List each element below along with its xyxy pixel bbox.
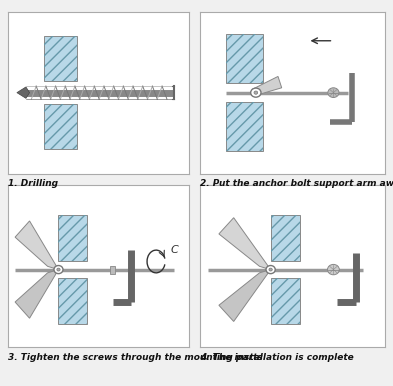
Polygon shape [17,87,29,98]
Bar [226,102,263,151]
Polygon shape [15,269,59,318]
Circle shape [254,91,258,94]
Text: 1. Drilling: 1. Drilling [8,179,58,188]
Polygon shape [252,76,282,94]
Text: 3. Tighten the screws through the mounting parts: 3. Tighten the screws through the mounti… [8,353,263,362]
Bar [226,102,263,151]
Circle shape [266,266,275,274]
Circle shape [269,268,272,271]
Circle shape [54,266,63,274]
Bar [59,279,87,324]
Bar [59,215,87,261]
Circle shape [327,264,339,275]
Bar [44,104,77,149]
Bar [271,215,300,261]
Bar [271,279,300,324]
Bar [271,279,300,324]
Polygon shape [219,269,271,322]
Circle shape [328,88,339,98]
Bar [226,34,263,83]
Bar [226,34,263,83]
Polygon shape [219,218,271,269]
Text: 2. Put the anchor bolt support arm away: 2. Put the anchor bolt support arm away [200,179,393,188]
Bar [271,215,300,261]
Bar [44,36,77,81]
Circle shape [251,88,261,97]
Text: 4. The installation is complete: 4. The installation is complete [200,353,354,362]
Bar [110,266,116,274]
Bar [59,279,87,324]
Polygon shape [15,221,59,269]
Bar [44,36,77,81]
Circle shape [57,268,60,271]
Text: C: C [171,245,178,255]
Bar [44,104,77,149]
Bar [59,215,87,261]
